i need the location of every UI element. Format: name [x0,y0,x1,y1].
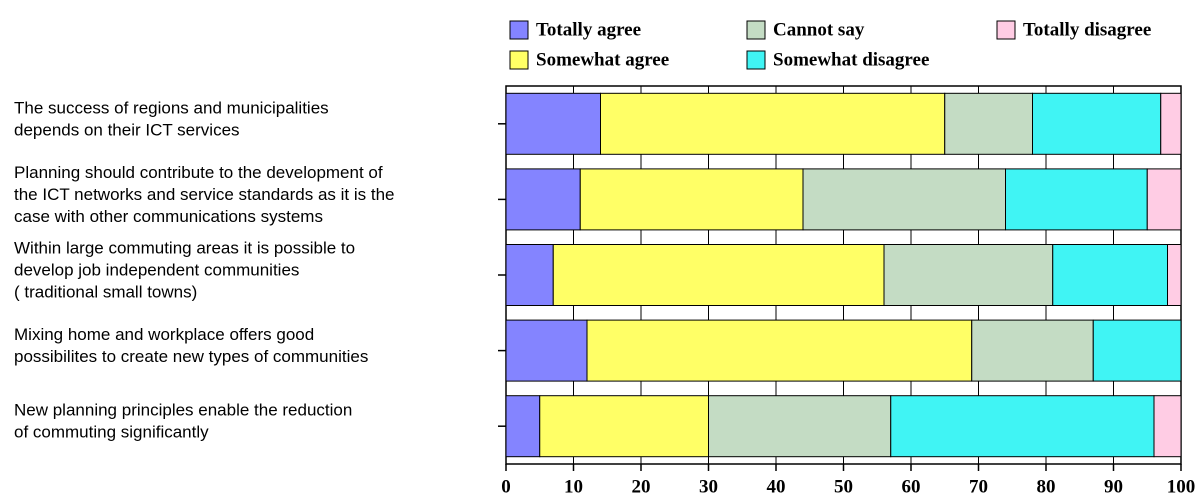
y-tick-label: Within large commuting areas it is possi… [14,238,355,257]
legend-swatch [509,20,529,40]
legend-label: Totally agree [536,19,641,40]
x-tick-label: 10 [564,476,583,497]
legend-label: Somewhat agree [536,49,669,70]
y-tick-label: the ICT networks and service standards a… [14,185,394,204]
y-tick-label: New planning principles enable the reduc… [14,401,352,420]
bar-segment [579,168,804,231]
bar-segment [708,395,892,458]
x-tick-label: 90 [1104,476,1123,497]
bar-segment [883,244,1054,306]
y-tick-label: case with other communications systems [14,207,323,226]
x-tick-label: 20 [632,476,651,497]
bar-segment [1167,244,1182,306]
y-tick-label: Mixing home and workplace offers good [14,325,314,344]
y-tick-label: The success of regions and municipalitie… [14,98,329,117]
bar-segment [505,244,554,306]
x-tick-label: 0 [501,476,511,497]
y-tick-label: depends on their ICT services [14,120,240,139]
bar-segment [1160,92,1182,155]
bar-segment [539,395,709,458]
legend-label: Totally disagree [1023,19,1151,40]
bar-segment [971,319,1094,382]
y-tick-label: Planning should contribute to the develo… [14,163,383,182]
y-tick-label: of commuting significantly [14,423,209,442]
bar-segment [1153,395,1182,458]
legend-swatch [509,50,529,70]
x-tick-label: 80 [1037,476,1056,497]
x-tick-label: 50 [834,476,853,497]
legend-swatch [746,50,766,70]
bar-segment [1005,168,1148,231]
bar-segment [1032,92,1162,155]
legend-swatch [746,20,766,40]
x-tick-label: 60 [902,476,921,497]
bar-segment [505,319,588,382]
bar-segment [552,244,885,306]
bar-segment [586,319,973,382]
bar-segment [505,92,601,155]
bar-segment [505,168,581,231]
bar-segment [505,395,541,458]
legend-label: Somewhat disagree [773,49,929,70]
bar-segment [1146,168,1182,231]
bar-segment [1052,244,1168,306]
bar-segment [600,92,946,155]
x-tick-label: 40 [767,476,786,497]
legend-swatch [996,20,1016,40]
x-tick-label: 30 [699,476,718,497]
bar-segment [1092,319,1182,382]
bar-segment [802,168,1006,231]
y-tick-label: possibilites to create new types of comm… [14,347,368,366]
legend-label: Cannot say [773,19,865,40]
x-tick-label: 100 [1167,476,1196,497]
bar-segment [944,92,1033,155]
bar-segment [890,395,1155,458]
y-tick-label: develop job independent communities [14,260,299,279]
y-tick-label: ( traditional small towns) [14,282,197,301]
x-tick-label: 70 [969,476,988,497]
